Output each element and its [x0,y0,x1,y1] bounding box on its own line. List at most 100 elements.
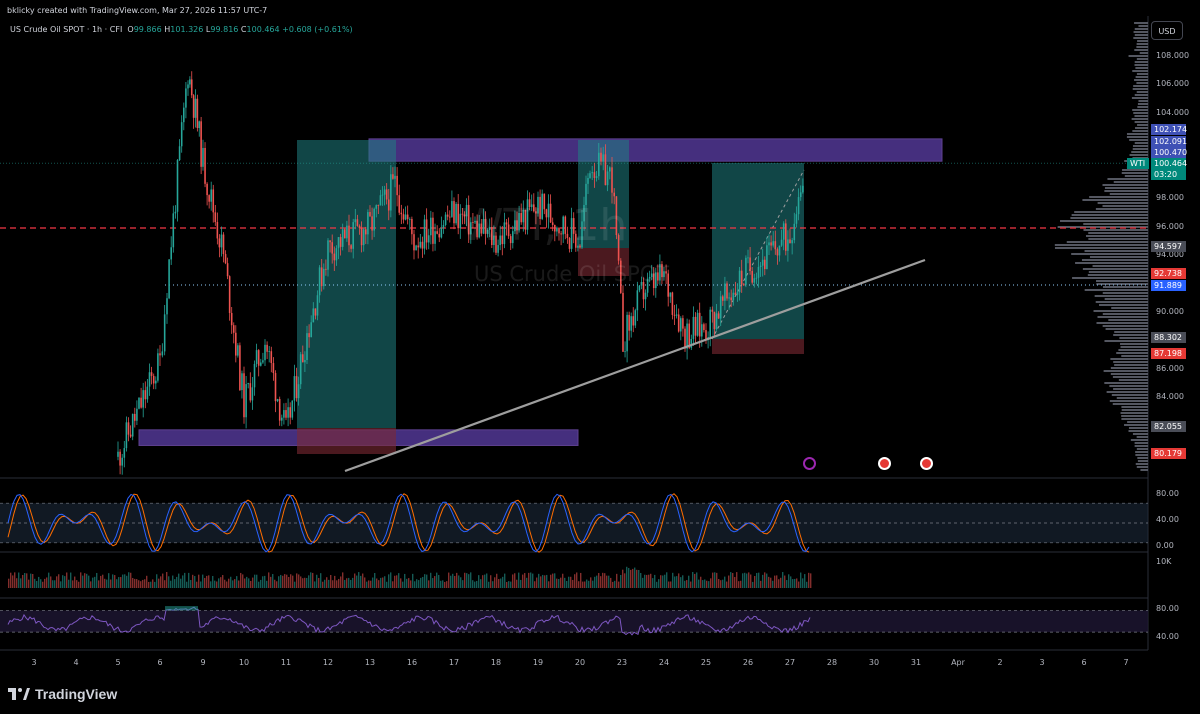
time-tick: 12 [322,658,334,667]
volume-bar [294,581,296,588]
volume-bar [612,581,614,588]
candle-body [243,373,245,418]
event-us-flag-icon[interactable] [920,457,933,470]
volume-bar [298,574,300,588]
candle-body [537,196,539,214]
candle-body [194,98,197,118]
volume-bar [462,580,464,588]
volume-bar [162,573,164,588]
volume-bar [476,580,478,588]
candle-body [461,213,464,215]
candle-body [698,312,701,337]
candle-body [161,351,164,356]
volume-bar [112,574,114,588]
volume-bar [494,577,496,588]
candle-body [232,325,235,333]
volume-profile-bar [1131,151,1148,153]
volume-profile-bar [1134,64,1148,66]
candle-body [507,224,510,237]
candle-body [611,167,613,193]
volume-bar [538,573,540,588]
time-tick: 20 [574,658,586,667]
candle-body [593,172,596,178]
volume-bar [506,581,508,588]
candle-body [789,239,791,244]
candle-body [665,271,667,274]
volume-bar [470,572,472,588]
volume-bar [292,575,294,588]
time-tick: 31 [910,658,922,667]
candle-body [753,278,756,283]
volume-bar [516,579,518,588]
volume-profile-bar [1121,415,1148,417]
volume-bar [118,577,120,588]
volume-bar [754,576,756,588]
volume-bar [150,581,152,588]
candle-body [163,314,166,352]
volume-bar [704,579,706,588]
volume-bar [278,576,280,588]
volume-bar [282,575,284,588]
volume-profile-bar [1131,97,1148,99]
volume-bar [252,577,254,588]
volume-profile-bar [1124,175,1148,177]
event-us-flag-icon[interactable] [878,457,891,470]
candle-body [183,107,185,123]
candle-body [176,160,179,212]
volume-bar [468,574,470,588]
volume-bar [368,580,370,588]
candle-body [148,372,151,387]
candle-body [558,227,560,234]
volume-profile-bar [1136,466,1148,468]
candle-body [480,223,483,234]
candle-body [413,234,415,251]
candle-body [314,308,317,316]
candle-body [123,448,126,458]
price-tag: 100.464 [1151,158,1187,169]
volume-bar [670,581,672,588]
candle-body [253,363,256,388]
stoch-d-line [7,493,810,553]
supply-zone [368,138,943,162]
candle-body [677,314,680,332]
event-lightning-icon[interactable] [803,457,816,470]
candle-body [484,219,487,234]
volume-bar [500,578,502,588]
candle-body [797,197,800,215]
tradingview-branding[interactable]: TradingView [8,686,117,702]
candle-body [260,362,262,366]
candle-body [628,314,630,331]
volume-bar [126,575,128,588]
volume-bar [288,577,290,588]
volume-profile-bar [1120,412,1148,414]
volume-bar [618,581,620,588]
currency-button[interactable]: USD [1151,21,1183,40]
volume-bar [186,581,188,588]
volume-bar [760,580,762,588]
candle-body [362,229,365,246]
candle-body [427,235,430,243]
volume-bar [352,577,354,588]
volume-profile-bar [1071,214,1148,216]
candle-body [560,233,562,235]
volume-bar [300,576,302,588]
volume-bar [192,574,194,588]
price-tag: 80.179 [1151,448,1186,459]
volume-profile-bar [1116,397,1148,399]
symbol-line[interactable]: US Crude Oil SPOT · 1h · CFI [10,25,123,34]
candle-body [630,316,632,331]
volume-bar [16,578,18,588]
volume-bar [274,579,276,588]
time-tick: 6 [157,658,163,667]
candle-body [457,203,459,229]
volume-bar [698,579,700,588]
volume-bar [738,581,740,588]
volume-profile-bar [1104,187,1148,189]
price-tag: 87.198 [1151,348,1186,359]
candle-body [390,174,392,211]
candle-body [264,344,266,361]
change-value: +0.608 (+0.61%) [282,25,353,34]
volume-bar [454,575,456,588]
volume-profile-bar [1103,370,1148,372]
